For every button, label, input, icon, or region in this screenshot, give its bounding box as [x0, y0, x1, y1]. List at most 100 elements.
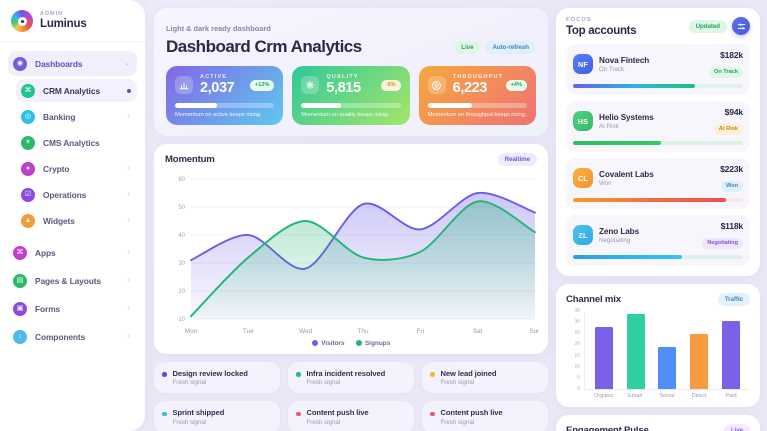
sidebar-item-crypto[interactable]: ● Crypto › [16, 157, 137, 180]
legend-item[interactable]: Visitors [311, 340, 345, 347]
target-icon [427, 76, 446, 95]
status-dot-icon [162, 411, 167, 417]
sidebar-item-label: Forms [35, 303, 61, 314]
sidebar-item-dashboards[interactable]: ◉ Dashboards ⌄ [8, 51, 137, 76]
components-icon: ↓ [13, 329, 27, 344]
sidebar-item-forms[interactable]: ▣ Forms › [8, 296, 137, 321]
avatar: CL [573, 168, 593, 188]
y-tick-label: 10 [574, 364, 580, 370]
kpi-cards: ACTIVE 2,037 +12% Momentum on active keeps … [166, 66, 536, 125]
updated-badge: Updated [688, 19, 727, 33]
account-name: Helio Systems [599, 112, 654, 122]
status-dot-icon [296, 411, 301, 417]
account-row[interactable]: NF Nova Fintech On Track $182k On Track [566, 44, 750, 95]
activity-tile[interactable]: New lead joined Fresh signal [422, 361, 548, 394]
activity-subtitle: Fresh signal [172, 418, 207, 426]
accounts-title: Top accounts [566, 25, 637, 37]
activity-subtitle: Fresh signal [306, 418, 341, 426]
account-progress-fill [573, 141, 662, 145]
page-title: Dashboard Crm Analytics [166, 37, 362, 56]
kpi-card-throughput[interactable]: THROUGHPUT 6,223 +4% Momentum on throughput… [418, 66, 536, 125]
chevron-right-icon: › [127, 165, 130, 172]
sidebar-item-label: Crypto [43, 163, 70, 174]
sidebar-item-pages-layouts[interactable]: ▤ Pages & Layouts › [8, 268, 137, 293]
y-tick-label: 15 [574, 353, 580, 359]
brand[interactable]: ADMIN Luminus [0, 0, 145, 42]
account-state: On Track [599, 65, 625, 73]
sidebar-item-components[interactable]: ↓ Components › [8, 324, 137, 349]
bar-direct[interactable] [690, 334, 709, 389]
activity-subtitle: Fresh signal [440, 379, 475, 387]
account-progress-track [573, 84, 743, 88]
avatar-initials: HS [577, 116, 589, 126]
traffic-badge[interactable]: Traffic [717, 293, 750, 306]
svg-text:50: 50 [178, 205, 185, 211]
accounts-list: NF Nova Fintech On Track $182k On Track HS Hel… [566, 44, 750, 266]
sidebar-item-apps[interactable]: ⌘ Apps › [8, 240, 137, 265]
status-badge: At Risk [713, 123, 743, 135]
svg-text:Tue: Tue [243, 328, 254, 335]
kpi-card-quality[interactable]: QUALITY 5,815 -5% Momentum on quality keeps… [292, 66, 410, 125]
engagement-pulse-card: Engagement Pulse Live [556, 415, 760, 431]
account-name: Zeno Labs [599, 226, 640, 236]
kpi-value: 6,223 [452, 80, 488, 96]
sidebar-nav: ◉ Dashboards ⌄ ⌘ CRM Analytics ◎ Banking › ✶ CMS … [0, 42, 145, 352]
sidebar-item-widgets[interactable]: ▲ Widgets › [16, 209, 137, 232]
activity-tile[interactable]: Content push live Fresh signal [288, 401, 414, 431]
sidebar-item-cms-analytics[interactable]: ✶ CMS Analytics [16, 131, 137, 154]
bar-organic[interactable] [594, 327, 613, 389]
avatar-initials: NF [578, 59, 588, 69]
dashboards-icon: ◉ [13, 56, 27, 71]
kpi-value: 5,815 [326, 80, 361, 96]
activity-title: Design review locked [172, 368, 248, 378]
activity-tile[interactable]: Infra incident resolved Fresh signal [288, 361, 414, 394]
bar-paid[interactable] [722, 320, 741, 389]
kpi-progress-track [427, 103, 527, 108]
activity-tile[interactable]: Design review locked Fresh signal [154, 361, 280, 394]
account-state: Won [599, 179, 612, 187]
activity-tile[interactable]: Sprint shipped Fresh signal [154, 401, 280, 431]
kpi-progress-track [301, 103, 401, 108]
sliders-icon[interactable] [732, 17, 750, 35]
auto-refresh-badge[interactable]: Auto-refresh [485, 40, 536, 54]
account-row[interactable]: CL Covalent Labs Won $223k Won [566, 158, 750, 209]
kpi-label: THROUGHPUT [452, 74, 504, 80]
y-tick-label: 30 [574, 319, 580, 325]
accounts-kicker: FOCUS [566, 17, 592, 23]
realtime-badge[interactable]: Realtime [497, 152, 537, 166]
activity-title: Infra incident resolved [306, 368, 386, 378]
account-row[interactable]: ZL Zeno Labs Negotiating $118k Negotiating [566, 215, 750, 266]
account-progress-fill [573, 84, 696, 88]
sidebar-item-banking[interactable]: ◎ Banking › [16, 105, 137, 128]
legend-item[interactable]: Signups [355, 340, 390, 347]
kpi-note: Momentum on throughput keeps rising. [427, 111, 527, 118]
activity-tiles: Design review locked Fresh signal Infra in… [154, 361, 548, 431]
account-progress-track [573, 141, 743, 145]
chevron-right-icon: › [127, 305, 130, 312]
channel-mix-plot: 35 30 25 20 15 10 5 0 [566, 308, 750, 391]
account-progress-fill [573, 198, 726, 202]
active-dot-indicator [127, 88, 131, 93]
kpi-card-active[interactable]: ACTIVE 2,037 +12% Momentum on active keeps … [166, 66, 284, 125]
momentum-chart-card: Momentum Realtime 10 20 30 40 50 60 Mon Tue Wed T… [154, 143, 548, 354]
bar-social[interactable] [658, 347, 677, 389]
svg-text:20: 20 [178, 289, 185, 295]
sidebar-item-label: Banking [43, 111, 76, 122]
bar-email[interactable] [626, 314, 645, 389]
sidebar-item-operations[interactable]: ☑ Operations › [16, 183, 137, 206]
kpi-progress-fill [301, 103, 342, 108]
activity-tile[interactable]: Content push live Fresh signal [422, 401, 548, 431]
y-tick-label: 20 [574, 341, 580, 347]
account-row[interactable]: HS Helio Systems At Risk $94k At Risk [566, 101, 750, 152]
x-tick-label: Social [659, 393, 675, 399]
svg-text:10: 10 [178, 317, 185, 323]
sidebar-item-label: Widgets [43, 215, 75, 226]
sidebar-item-crm-analytics[interactable]: ⌘ CRM Analytics [16, 79, 137, 102]
apps-icon: ⌘ [13, 245, 27, 260]
brand-name: Luminus [40, 17, 87, 30]
kpi-progress-track [175, 103, 275, 108]
kpi-label: ACTIVE [200, 74, 228, 80]
y-tick-label: 35 [574, 308, 580, 314]
kpi-delta-badge: -5% [380, 79, 401, 91]
operations-icon: ☑ [21, 187, 35, 202]
